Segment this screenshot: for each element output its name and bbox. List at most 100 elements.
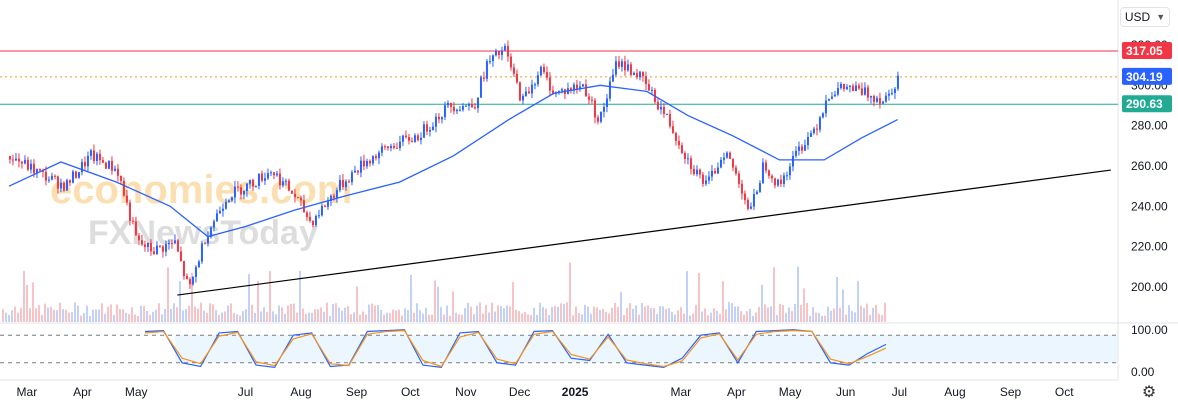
time-tick-label: Dec [509, 385, 530, 399]
oscillator-tick-label: 0.00 [1131, 365, 1155, 379]
candle-body [644, 76, 647, 85]
candle-body [263, 178, 266, 181]
volume-bar [203, 310, 205, 322]
candle-body [539, 66, 542, 76]
candle-body [734, 167, 737, 174]
candle-body [596, 117, 599, 122]
candle-body [866, 87, 869, 98]
candle-body [830, 96, 833, 99]
candle-body [338, 179, 341, 191]
candle-body [755, 191, 758, 195]
volume-bar [176, 307, 178, 322]
volume-bar [206, 312, 208, 322]
candle-body [812, 128, 815, 134]
candle-body [179, 251, 182, 262]
candle-body [278, 173, 281, 186]
volume-bar [341, 310, 343, 322]
volume-bar [146, 310, 148, 322]
candle-body [464, 105, 467, 107]
candle-body [323, 205, 326, 207]
volume-bar [593, 306, 595, 322]
volume-bar [374, 305, 376, 322]
volume-bar [827, 306, 829, 322]
candle-body [728, 152, 731, 159]
candle-body [740, 183, 743, 194]
volume-bar [95, 309, 97, 322]
volume-bar [434, 280, 436, 322]
volume-bar [734, 306, 736, 322]
candle-body [191, 276, 194, 285]
candle-body [857, 85, 860, 89]
candle-body [380, 146, 383, 153]
time-tick-label: Sep [346, 385, 368, 399]
volume-bar [608, 313, 610, 322]
candle-body [134, 221, 137, 236]
candle-body [425, 124, 428, 132]
volume-bar [788, 307, 790, 322]
settings-gear-icon[interactable]: ⚙ [1141, 384, 1157, 401]
volume-bar [200, 302, 202, 322]
candle-body [887, 93, 890, 96]
candle-body [203, 243, 206, 245]
candle-body [137, 235, 140, 241]
candle-body [269, 172, 272, 174]
volume-bar [695, 304, 697, 322]
candle-body [260, 173, 263, 181]
candle-body [194, 267, 197, 277]
candle-body [173, 240, 176, 244]
candle-body [665, 113, 668, 115]
candle-body [863, 87, 866, 95]
currency-selector[interactable]: USD ▼ [1120, 7, 1170, 27]
candle-body [647, 84, 650, 91]
volume-bar [296, 312, 298, 322]
candle-body [314, 216, 317, 226]
candle-body [317, 215, 320, 217]
volume-bar [467, 302, 469, 322]
candle-body [110, 160, 113, 171]
volume-bar [98, 309, 100, 322]
candle-body [527, 91, 530, 94]
candle-body [92, 150, 95, 162]
volume-bar [128, 314, 130, 322]
time-tick-label: May [779, 385, 802, 399]
candle-body [815, 128, 818, 130]
candles [8, 40, 899, 289]
volume-bar [266, 312, 268, 322]
candle-body [386, 146, 389, 149]
volume-bar [689, 315, 691, 322]
level-badge [1122, 41, 1172, 59]
candle-body [602, 106, 605, 112]
volume-bar [62, 309, 64, 322]
candle-body [239, 187, 242, 195]
volume-bar [836, 277, 838, 322]
time-tick-label: Oct [401, 385, 420, 399]
candle-body [392, 145, 395, 148]
candle-body [176, 240, 179, 252]
candle-body [569, 88, 572, 91]
candle-body [101, 160, 104, 163]
volume-bar [884, 302, 886, 322]
volume-bar [833, 308, 835, 322]
volume-bar [293, 303, 295, 322]
candle-body [668, 113, 671, 127]
volume-bar [212, 304, 214, 322]
candle-body [188, 279, 191, 285]
volume-bar [749, 308, 751, 322]
volume-bar [863, 307, 865, 322]
volume-bar [803, 288, 805, 322]
candle-body [296, 197, 299, 199]
candle-body [305, 212, 308, 217]
candle-body [320, 205, 323, 216]
candle-body [155, 245, 158, 255]
volume-bar [137, 315, 139, 322]
volume-bar [881, 315, 883, 322]
volume-bar [281, 307, 283, 322]
candle-body [11, 159, 14, 161]
volume-bar [422, 313, 424, 322]
volume-bar [758, 306, 760, 322]
volume-bar [509, 306, 511, 322]
volume-bar [167, 267, 169, 322]
candle-body [41, 170, 44, 172]
